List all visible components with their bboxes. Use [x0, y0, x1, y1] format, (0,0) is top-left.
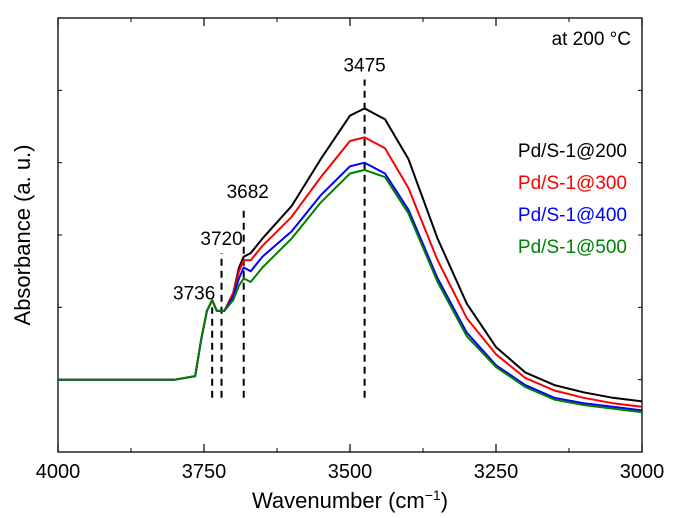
x-tick-label: 4000	[36, 461, 81, 483]
x-axis-title: Wavenumber (cm−1)	[252, 487, 448, 513]
x-axis-ticks: 4000 3750 3500 3250 3000	[36, 18, 665, 483]
peak-label: 3682	[227, 182, 269, 203]
x-tick-label: 3250	[474, 461, 519, 483]
x-tick-label: 3500	[328, 461, 373, 483]
condition-label: at 200 °C	[552, 29, 631, 50]
peak-label: 3736	[173, 283, 215, 304]
legend-entry: Pd/S-1@200	[518, 141, 627, 162]
series-line	[58, 161, 643, 412]
plot-frame	[57, 17, 643, 453]
series-line	[58, 168, 643, 414]
y-axis-title: Absorbance (a. u.)	[10, 145, 35, 326]
x-tick-label: 3750	[182, 461, 227, 483]
series-lines	[58, 107, 643, 414]
peak-label: 3475	[343, 55, 385, 76]
peak-label: 3720	[200, 229, 242, 250]
x-tick-label: 3000	[620, 461, 665, 483]
legend-entry: Pd/S-1@300	[518, 173, 627, 194]
peak-markers: 3736 3720 3682 3475	[173, 55, 386, 398]
legend-entry: Pd/S-1@500	[518, 237, 627, 258]
legend: Pd/S-1@200 Pd/S-1@300 Pd/S-1@400 Pd/S-1@500	[518, 141, 627, 258]
legend-entry: Pd/S-1@400	[518, 205, 627, 226]
